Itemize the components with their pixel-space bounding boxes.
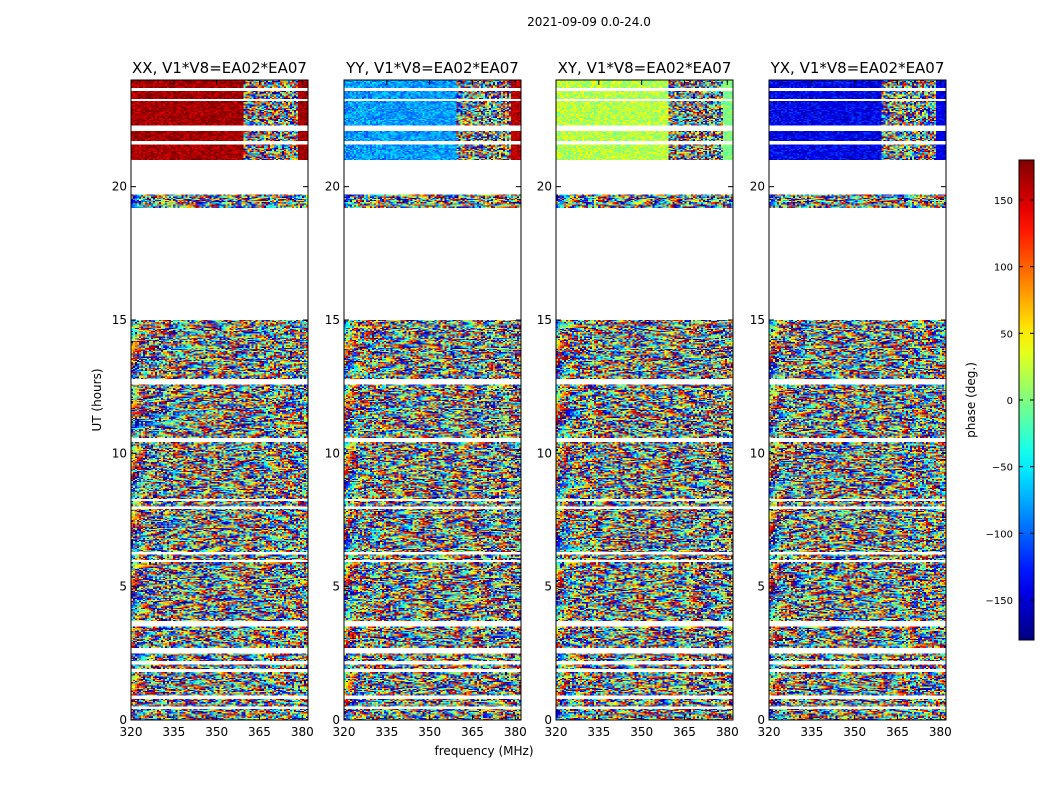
x-tick-label: 335: [375, 725, 398, 739]
colorbar-tick-label: −150: [986, 596, 1013, 607]
colorbar-tick-label: −100: [986, 529, 1013, 540]
y-tick-label: 15: [112, 313, 127, 327]
y-tick-label: 5: [119, 580, 127, 594]
panel-title: XY, V1*V8=EA02*EA07: [558, 59, 732, 77]
panel-xy: XY, V1*V8=EA02*EA07 320 335 350 365 380 0 5 10 15…: [537, 59, 739, 739]
panel-xx: XX, V1*V8=EA02*EA07 320 335 350 365 380 0 5 10 15…: [112, 59, 314, 739]
y-tick-label: 0: [332, 713, 340, 727]
x-tick-label: 335: [800, 725, 823, 739]
x-tick-label: 320: [333, 725, 356, 739]
x-tick-label: 320: [758, 725, 781, 739]
x-tick-label: 350: [418, 725, 441, 739]
y-tick-label: 20: [750, 180, 765, 194]
x-tick-label: 365: [673, 725, 696, 739]
y-tick-label: 15: [537, 313, 552, 327]
x-tick-label: 365: [461, 725, 484, 739]
y-tick-label: 20: [537, 180, 552, 194]
axes-frame: [768, 79, 947, 721]
y-tick-label: 15: [750, 313, 765, 327]
panel-title: YX, V1*V8=EA02*EA07: [770, 59, 945, 77]
colorbar-tick-label: 100: [994, 263, 1013, 274]
panel-title: XX, V1*V8=EA02*EA07: [132, 59, 307, 77]
x-tick-label: 350: [205, 725, 228, 739]
axes-frame: [130, 79, 309, 721]
x-tick-label: 380: [929, 725, 952, 739]
colorbar-tick-label: 0: [1007, 396, 1013, 407]
phase-heatmap-xy: [556, 80, 733, 720]
figure-title: 2021-09-09 0.0-24.0: [527, 15, 651, 29]
axes-frame: [555, 79, 734, 721]
x-tick-label: 320: [545, 725, 568, 739]
x-tick-label: 335: [162, 725, 185, 739]
x-tick-label: 350: [843, 725, 866, 739]
colorbar-tick-label: 50: [1000, 329, 1013, 340]
x-tick-label: 320: [120, 725, 143, 739]
y-tick-label: 15: [325, 313, 340, 327]
x-tick-label: 365: [886, 725, 909, 739]
colorbar-tick-label: 150: [994, 196, 1013, 207]
x-tick-label: 380: [716, 725, 739, 739]
y-tick-label: 0: [757, 713, 765, 727]
axes-frame: [343, 79, 522, 721]
y-tick-label: 20: [112, 180, 127, 194]
phase-heatmap-yy: [344, 80, 521, 720]
y-tick-label: 0: [544, 713, 552, 727]
x-tick-label: 380: [504, 725, 527, 739]
y-tick-label: 10: [750, 446, 765, 460]
y-tick-label: 10: [112, 446, 127, 460]
phase-heatmap-xx: [131, 80, 308, 720]
x-tick-label: 350: [630, 725, 653, 739]
y-tick-label: 5: [332, 580, 340, 594]
colorbar-label: phase (deg.): [964, 362, 978, 438]
y-tick-label: 10: [325, 446, 340, 460]
x-tick-label: 365: [248, 725, 271, 739]
colorbar-tick-label: −50: [992, 463, 1013, 474]
panel-yx: YX, V1*V8=EA02*EA07 320 335 350 365 380 0 5 10 15…: [750, 59, 952, 739]
y-tick-label: 20: [325, 180, 340, 194]
panel-title: YY, V1*V8=EA02*EA07: [345, 59, 519, 77]
y-tick-label: 5: [544, 580, 552, 594]
phase-heatmap-yx: [769, 80, 946, 720]
colorbar: 150 100 50 0 −50 −100 −150: [986, 159, 1035, 641]
y-tick-label: 0: [119, 713, 127, 727]
panels: XX, V1*V8=EA02*EA07 320 335 350 365 380 0 5 10 15…: [112, 59, 952, 739]
x-tick-label: 335: [587, 725, 610, 739]
x-axis-label: frequency (MHz): [434, 744, 533, 758]
y-axis-label: UT (hours): [90, 368, 104, 431]
y-tick-label: 5: [757, 580, 765, 594]
x-tick-label: 380: [291, 725, 314, 739]
panel-yy: YY, V1*V8=EA02*EA07 320 335 350 365 380 0 5 10 15…: [325, 59, 527, 739]
y-tick-label: 10: [537, 446, 552, 460]
